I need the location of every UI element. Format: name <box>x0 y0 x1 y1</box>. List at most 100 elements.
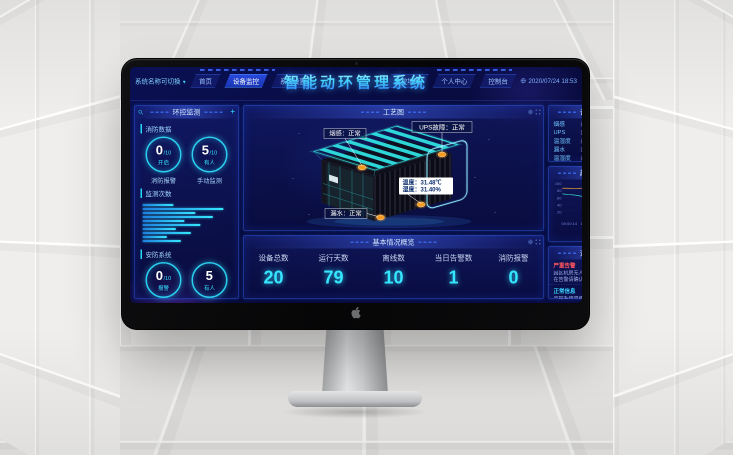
gauge-ring: 5/10 有人 <box>191 136 228 173</box>
tab-console[interactable]: 控制台 <box>480 74 517 88</box>
overview-stats-header: 基本情况概览 <box>243 235 544 249</box>
env-monitor-panel: 环控监测 + 消防数据 0/10 开启 消防报警 <box>134 105 239 299</box>
callout-temp-humidity: 温度：31.48℃ 湿度：31.40% <box>399 177 453 204</box>
apple-logo-icon <box>350 306 361 324</box>
process-diagram-header: 工艺图 <box>243 105 544 119</box>
callout-ups: UPS故障：正常 <box>411 121 473 153</box>
gauge-manual-monitor: 5/10 有人 手动监测 <box>187 136 233 186</box>
left-wall-tiles <box>0 0 121 455</box>
expand-icon[interactable] <box>535 239 541 245</box>
svg-text:UPS故障：正常: UPS故障：正常 <box>419 123 465 132</box>
decorative-dashes <box>408 111 426 113</box>
table-row[interactable]: 烟感运行状态正常 <box>553 121 583 128</box>
container-illustration <box>308 124 464 222</box>
monitor-count-bar <box>142 232 191 234</box>
device-status-title: 设备监测 <box>580 107 582 117</box>
monitor-stand-base <box>288 391 422 407</box>
stat-today-alarms: 当日告警数 1 <box>434 254 473 288</box>
svg-text:漏水：正常: 漏水：正常 <box>330 209 361 218</box>
monitor-count-bar <box>142 228 176 230</box>
gear-icon[interactable] <box>528 109 533 115</box>
gear-icon[interactable] <box>528 239 533 245</box>
env-monitor-panel-title: 环控监测 <box>172 108 201 116</box>
container-logo-plate <box>329 174 338 184</box>
globe-icon <box>520 78 526 84</box>
screen: 系统名称可切换▼ 首页 设备监控 系统设置 监控地图 个人中心 控制台 2020… <box>130 67 582 303</box>
notifications-panel: 通知信息 严重告警2020-07-23 03:55:30 园区机房无人值班，双路… <box>548 246 582 299</box>
gauge-fire-alarm: 0/10 开启 消防报警 <box>141 136 187 186</box>
decorative-dashes <box>361 111 379 113</box>
list-item[interactable]: 正常信息2020-07-23 03:55:30 监控系统双路供电FYL，运行正常… <box>549 285 583 299</box>
gauge-inner-label: 报警 <box>158 285 169 292</box>
gauge-inner-label: 有人 <box>204 160 215 166</box>
dashboard-header: 系统名称可切换▼ 首页 设备监控 系统设置 监控地图 个人中心 控制台 2020… <box>130 67 582 101</box>
sensor-dot-temp-humidity[interactable] <box>415 200 427 209</box>
datetime-display: 2020/07/24 18:53 <box>520 77 577 84</box>
monitor-count-bar <box>142 204 174 206</box>
gauge-caption: 消防报警 <box>150 177 176 185</box>
roof-wireframe <box>312 125 460 171</box>
monitor-count-bar <box>142 216 213 218</box>
section-title-fire-data: 消防数据 <box>140 124 233 134</box>
ground-glow <box>334 217 444 226</box>
process-diagram-panel: 工艺图 <box>243 105 544 231</box>
list-item[interactable]: 严重告警2020-07-23 03:55:30 园区机房无人值班，双路供电巡检存… <box>548 260 583 285</box>
system-selector[interactable]: 系统名称可切换 ▼ <box>135 76 186 86</box>
sensor-dot-smoke[interactable] <box>356 163 368 172</box>
gauge-value: 5 <box>205 268 213 283</box>
gauge-suffix: /10 <box>163 275 172 282</box>
monitor-count-bar <box>142 208 224 210</box>
tab-personal-center[interactable]: 个人中心 <box>433 74 476 88</box>
table-row[interactable]: 温湿度运行状态正常 <box>553 138 583 145</box>
add-button[interactable]: + <box>230 107 235 117</box>
svg-text:温度：31.48℃: 温度：31.48℃ <box>403 179 442 187</box>
alert-message: 园区机房无人值班，双路供电巡检存在告警请确认（连续N121H） <box>553 270 583 283</box>
monitor-count-bar <box>142 220 185 222</box>
gauge-value: 0 <box>155 268 164 283</box>
monitor-count-bar <box>142 236 168 238</box>
x-axis-labels: 00:00:14 12:00:00 00:00:00 12:00:00 <box>561 221 583 227</box>
system-selector-label: 系统名称可切换 <box>135 77 181 86</box>
monitor-stand-neck <box>322 326 388 394</box>
search-icon[interactable] <box>138 109 144 115</box>
env-monitor-panel-header: 环控监测 + <box>134 105 239 119</box>
tab-home[interactable]: 首页 <box>190 74 220 88</box>
notifications-header: 通知信息 <box>548 246 582 260</box>
expand-icon[interactable] <box>535 109 541 115</box>
tab-device-monitor[interactable]: 设备监控 <box>224 74 267 88</box>
sensor-dot-leak[interactable] <box>374 213 387 222</box>
svg-text:湿度：31.40%: 湿度：31.40% <box>403 186 442 194</box>
decorative-dashes <box>150 111 169 113</box>
overview-stats-panel: 基本情况概览 设备总数 20 运行天数 79 离线数 10 当日告警数 1 <box>243 235 544 299</box>
monitor-count-bar-chart <box>141 201 233 246</box>
status-badge: 正常信息 <box>553 288 576 295</box>
monitor-count-bar <box>142 240 182 242</box>
trend-chart-panel: 趋势数据 100 80 60 4 <box>548 166 582 242</box>
table-row[interactable]: UPS运行状态正常 <box>553 129 583 136</box>
decorative-dashes <box>204 111 223 113</box>
gauge-crowd-monitor: 5 有人 人群监测 <box>187 262 233 303</box>
section-title-security: 安防系统 <box>140 249 233 259</box>
decorative-dashes <box>557 172 576 174</box>
gauge-suffix: /10 <box>209 150 218 156</box>
gauge-ring: 5 有人 <box>191 262 228 298</box>
star-dots <box>292 133 496 215</box>
chevron-down-icon: ▼ <box>182 79 187 85</box>
sensor-dot-ups[interactable] <box>436 150 448 159</box>
table-row[interactable]: 漏水运行状态异常 <box>553 146 583 153</box>
container-3d-scene: 烟感：正常 UPS故障：正常 温度：31.48℃ <box>292 121 496 228</box>
y-axis-labels: 100 80 60 40 20 <box>554 181 562 215</box>
dashboard-body: 环控监测 + 消防数据 0/10 开启 消防报警 <box>134 101 582 299</box>
device-status-header: 设备监测 <box>548 105 582 119</box>
gauge-caption: 手动监测 <box>196 177 222 185</box>
status-badge: 严重告警 <box>553 263 576 269</box>
process-diagram-title: 工艺图 <box>383 108 404 116</box>
table-row[interactable]: 温湿度运行状态正常 <box>553 155 583 162</box>
notifications-title: 通知信息 <box>580 248 582 258</box>
trend-chart-header: 趋势数据 <box>548 166 582 180</box>
decorative-dashes <box>418 241 437 243</box>
overview-stats-title: 基本情况概览 <box>372 238 415 246</box>
page-title: 智能动环管理系统 <box>284 70 428 92</box>
device-status-panel: 设备监测 烟感运行状态正常 UPS运行状态正常 温湿度运行状态正常 漏水运行状 <box>548 105 582 162</box>
trend-chart-title: 趋势数据 <box>580 168 582 178</box>
